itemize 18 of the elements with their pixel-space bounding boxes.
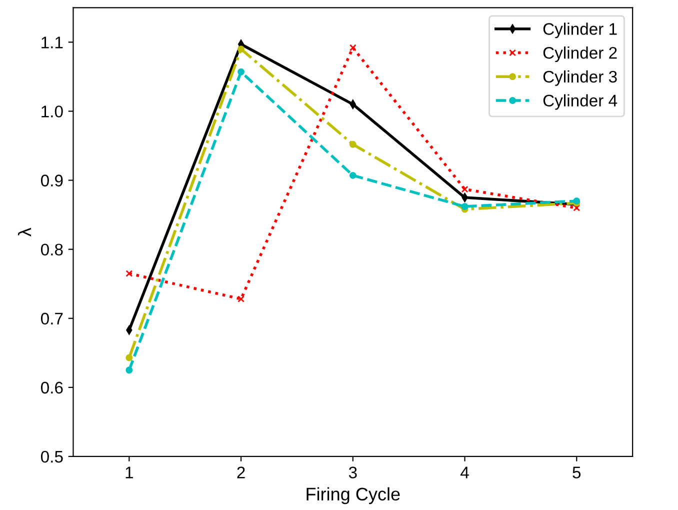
y-tick-label: 1.1 [42,36,63,48]
y-tick-label: 0.9 [40,174,63,186]
legend-label: Cylinder 3 [543,70,617,86]
y-tick-label: 0.6 [40,382,63,394]
legend-label: Cylinder 2 [543,46,617,62]
x-axis-title: Firing Cycle [306,487,400,504]
x-tick-label: 3 [348,466,357,478]
y-tick-label: 0.7 [40,312,63,325]
x-tick-label: 4 [460,466,469,478]
x-tick-label: 5 [572,466,581,478]
y-tick-label: 0.5 [40,450,63,463]
y-axis-title: λ [18,228,32,236]
y-tick-label: 1.0 [42,106,63,118]
y-tick-label: 0.8 [40,244,63,256]
x-tick-label: 1 [126,466,133,478]
x-tick-label: 2 [237,466,245,478]
legend-label: Cylinder 4 [543,94,618,110]
legend-label: Cylinder 1 [543,22,617,38]
